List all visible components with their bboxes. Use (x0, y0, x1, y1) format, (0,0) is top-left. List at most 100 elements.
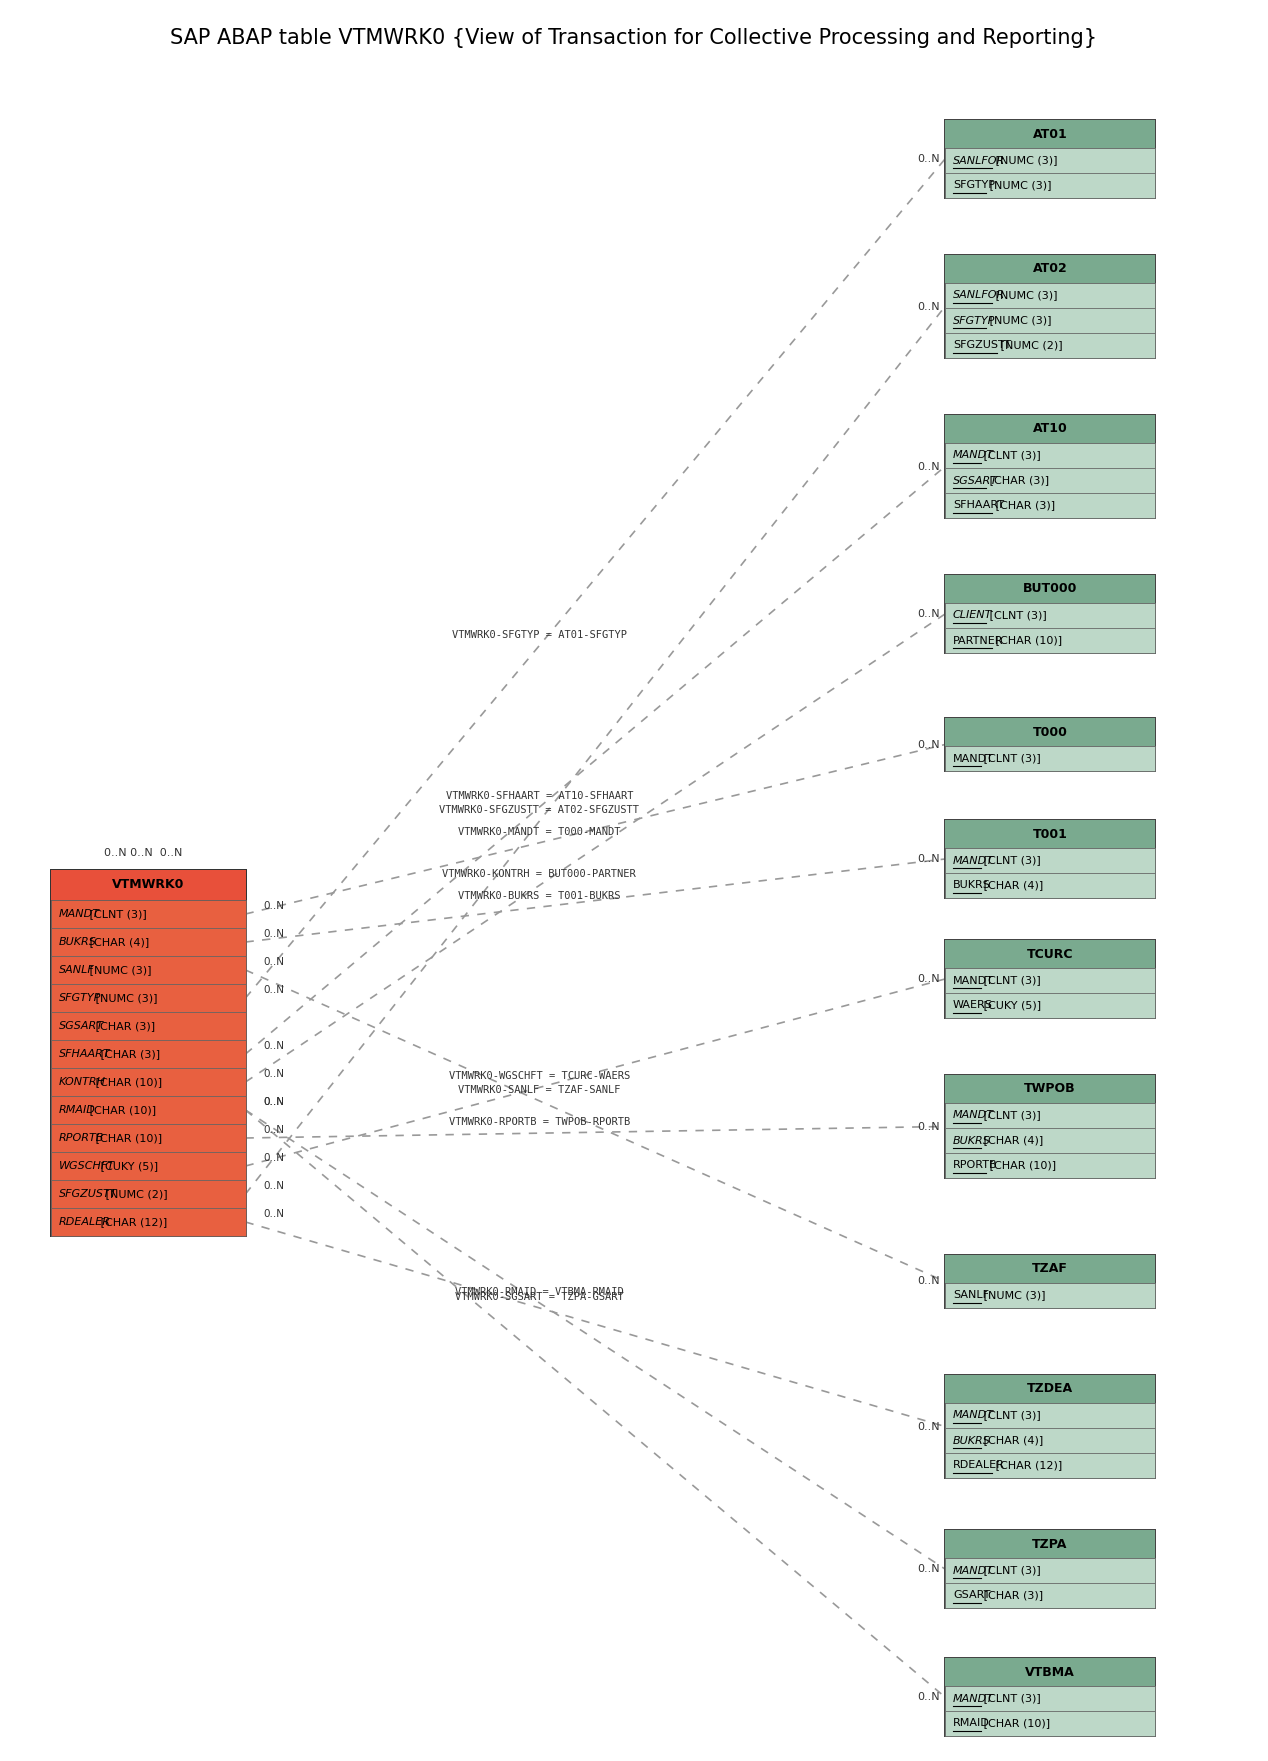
Bar (51, 1208, 246, 1236)
Text: VTMWRK0-MANDT = T000-MANDT: VTMWRK0-MANDT = T000-MANDT (458, 828, 620, 836)
Bar (945, 1712, 1155, 1736)
Text: TZDEA: TZDEA (1027, 1382, 1073, 1395)
Text: [NUMC (2)]: [NUMC (2)] (997, 340, 1063, 350)
Text: SGSART: SGSART (58, 1021, 104, 1030)
Text: [NUMC (3)]: [NUMC (3)] (992, 291, 1058, 301)
Text: 0..N: 0..N (264, 984, 284, 995)
Text: VTMWRK0-SFHAART = AT10-SFHAART: VTMWRK0-SFHAART = AT10-SFHAART (445, 791, 633, 801)
Text: SANLFOR: SANLFOR (954, 155, 1006, 166)
Text: RDEALER: RDEALER (954, 1460, 1004, 1470)
Text: 0..N: 0..N (264, 1182, 284, 1190)
Bar (49, 868, 246, 1236)
Text: 0..N: 0..N (917, 153, 940, 164)
Bar (945, 284, 1155, 308)
Text: [CHAR (10)]: [CHAR (10)] (987, 1160, 1056, 1171)
Text: RMAID: RMAID (58, 1104, 95, 1115)
Text: RPORTB: RPORTB (954, 1160, 998, 1171)
Text: VTMWRK0-SANLF = TZAF-SANLF: VTMWRK0-SANLF = TZAF-SANLF (458, 1085, 620, 1095)
Bar (945, 1129, 1155, 1153)
Text: BUKRS: BUKRS (954, 880, 990, 891)
Text: TZPA: TZPA (1032, 1537, 1068, 1550)
Text: [CLNT (3)]: [CLNT (3)] (980, 754, 1041, 764)
Bar (943, 1254, 1156, 1308)
Bar (945, 1153, 1155, 1178)
Text: [CHAR (4)]: [CHAR (4)] (86, 937, 150, 947)
Text: RDEALER: RDEALER (58, 1217, 110, 1227)
Bar (945, 747, 1155, 771)
Text: [NUMC (3)]: [NUMC (3)] (987, 180, 1051, 190)
Text: BUKRS: BUKRS (954, 1136, 990, 1145)
Text: [CHAR (4)]: [CHAR (4)] (980, 1435, 1044, 1446)
Bar (945, 629, 1155, 653)
Text: VTMWRK0-RPORTB = TWPOB-RPORTB: VTMWRK0-RPORTB = TWPOB-RPORTB (449, 1116, 630, 1127)
Text: MANDT: MANDT (954, 451, 994, 460)
Text: [NUMC (3)]: [NUMC (3)] (91, 993, 157, 1004)
Text: 0..N: 0..N (917, 1277, 940, 1287)
Bar (945, 255, 1155, 284)
Text: [CLNT (3)]: [CLNT (3)] (987, 611, 1047, 620)
Text: SFHAART: SFHAART (58, 1050, 110, 1058)
Bar (945, 1583, 1155, 1608)
Text: BUKRS: BUKRS (954, 1435, 990, 1446)
Text: MANDT: MANDT (58, 909, 99, 919)
Text: 0..N: 0..N (917, 974, 940, 984)
Bar (943, 717, 1156, 771)
Bar (945, 1453, 1155, 1477)
Bar (945, 1659, 1155, 1685)
Bar (945, 468, 1155, 493)
Text: VTMWRK0-SFGZUSTT = AT02-SFGZUSTT: VTMWRK0-SFGZUSTT = AT02-SFGZUSTT (439, 805, 639, 815)
Bar (945, 1102, 1155, 1129)
Bar (943, 1529, 1156, 1610)
Text: 0..N: 0..N (264, 956, 284, 967)
Bar (943, 1374, 1156, 1479)
Text: MANDT: MANDT (954, 1111, 994, 1120)
Text: 0..N: 0..N (917, 609, 940, 620)
Bar (943, 574, 1156, 653)
Bar (51, 1180, 246, 1208)
Text: PARTNER: PARTNER (954, 636, 1003, 646)
Text: TZAF: TZAF (1032, 1263, 1068, 1275)
Bar (51, 1041, 246, 1067)
Bar (945, 602, 1155, 629)
Text: 0..N: 0..N (264, 930, 284, 939)
Bar (945, 308, 1155, 333)
Text: RPORTB: RPORTB (58, 1132, 104, 1143)
Bar (945, 718, 1155, 747)
Text: VTMWRK0-KONTRH = BUT000-PARTNER: VTMWRK0-KONTRH = BUT000-PARTNER (443, 870, 637, 879)
Text: VTBMA: VTBMA (1025, 1666, 1075, 1678)
Bar (945, 1375, 1155, 1404)
Text: SAP ABAP table VTMWRK0 {View of Transaction for Collective Processing and Report: SAP ABAP table VTMWRK0 {View of Transact… (170, 28, 1098, 48)
Text: [NUMC (2)]: [NUMC (2)] (103, 1189, 169, 1199)
Text: 0..N: 0..N (917, 461, 940, 472)
Text: TWPOB: TWPOB (1025, 1083, 1075, 1095)
Text: [NUMC (3)]: [NUMC (3)] (980, 1291, 1046, 1301)
Text: WAERS: WAERS (954, 1000, 993, 1011)
Text: 0..N: 0..N (917, 301, 940, 312)
Text: 0..N: 0..N (264, 902, 284, 910)
Text: KONTRH: KONTRH (58, 1078, 105, 1087)
Text: WGSCHFT: WGSCHFT (58, 1160, 114, 1171)
Text: 0..N: 0..N (264, 1097, 284, 1108)
Bar (945, 1256, 1155, 1284)
Text: [CHAR (3)]: [CHAR (3)] (987, 475, 1049, 486)
Text: 0..N: 0..N (264, 1210, 284, 1219)
Text: [NUMC (3)]: [NUMC (3)] (987, 315, 1051, 326)
Text: MANDT: MANDT (954, 976, 994, 986)
Text: SFHAART: SFHAART (954, 500, 1004, 511)
Text: 0..N: 0..N (264, 1041, 284, 1051)
Bar (945, 416, 1155, 444)
Text: [CLNT (3)]: [CLNT (3)] (980, 856, 1041, 865)
Text: [CHAR (10)]: [CHAR (10)] (86, 1104, 156, 1115)
Bar (945, 969, 1155, 993)
Bar (943, 819, 1156, 900)
Text: SFGTYP: SFGTYP (954, 315, 995, 326)
Bar (51, 1013, 246, 1041)
Bar (945, 576, 1155, 602)
Bar (51, 984, 246, 1013)
Bar (945, 1685, 1155, 1712)
Text: VTMWRK0-BUKRS = T001-BUKRS: VTMWRK0-BUKRS = T001-BUKRS (458, 891, 620, 902)
Text: [CHAR (3)]: [CHAR (3)] (96, 1050, 160, 1058)
Bar (945, 148, 1155, 173)
Bar (51, 928, 246, 956)
Text: [CUKY (5)]: [CUKY (5)] (96, 1160, 158, 1171)
